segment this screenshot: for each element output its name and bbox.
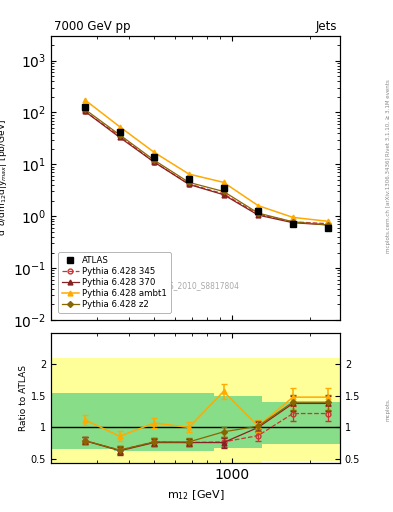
Pythia 6.428 370	[118, 134, 122, 140]
Pythia 6.428 345	[325, 221, 330, 227]
ATLAS	[118, 129, 122, 135]
Y-axis label: d$^2\sigma$/dm$_{12}$d|y$_{max}$| [pb/GeV]: d$^2\sigma$/dm$_{12}$d|y$_{max}$| [pb/Ge…	[0, 119, 10, 237]
Pythia 6.428 ambt1	[290, 215, 295, 221]
Pythia 6.428 370	[290, 220, 295, 226]
Text: Rivet 3.1.10, ≥ 3.1M events: Rivet 3.1.10, ≥ 3.1M events	[386, 79, 391, 156]
Line: Pythia 6.428 370: Pythia 6.428 370	[83, 109, 330, 227]
Text: mcplots.cern.ch [arXiv:1306.3436]: mcplots.cern.ch [arXiv:1306.3436]	[386, 157, 391, 252]
Pythia 6.428 345	[152, 159, 157, 165]
Legend: ATLAS, Pythia 6.428 345, Pythia 6.428 370, Pythia 6.428 ambt1, Pythia 6.428 z2: ATLAS, Pythia 6.428 345, Pythia 6.428 37…	[58, 252, 171, 313]
Pythia 6.428 370	[187, 181, 191, 187]
X-axis label: m$_{12}$ [GeV]: m$_{12}$ [GeV]	[167, 488, 224, 502]
ATLAS	[325, 225, 330, 231]
Pythia 6.428 z2	[290, 219, 295, 225]
Pythia 6.428 ambt1	[83, 97, 87, 103]
Pythia 6.428 370	[325, 222, 330, 228]
Pythia 6.428 ambt1	[325, 218, 330, 224]
Pythia 6.428 z2	[221, 188, 226, 195]
Pythia 6.428 345	[290, 219, 295, 225]
Y-axis label: Ratio to ATLAS: Ratio to ATLAS	[19, 365, 28, 431]
Pythia 6.428 z2	[256, 210, 261, 216]
Text: ATLAS_2010_S8817804: ATLAS_2010_S8817804	[151, 282, 240, 290]
Pythia 6.428 ambt1	[221, 179, 226, 185]
Pythia 6.428 z2	[187, 179, 191, 185]
Pythia 6.428 ambt1	[152, 150, 157, 156]
Pythia 6.428 345	[256, 211, 261, 217]
Text: Jets: Jets	[316, 20, 337, 33]
Pythia 6.428 370	[256, 212, 261, 218]
Pythia 6.428 370	[152, 159, 157, 165]
Text: mcplots.: mcplots.	[386, 398, 391, 421]
Pythia 6.428 ambt1	[187, 171, 191, 177]
ATLAS	[290, 221, 295, 227]
Pythia 6.428 370	[83, 109, 87, 115]
Pythia 6.428 345	[187, 181, 191, 187]
Pythia 6.428 z2	[118, 132, 122, 138]
Pythia 6.428 z2	[83, 106, 87, 113]
ATLAS	[152, 154, 157, 160]
Pythia 6.428 ambt1	[118, 124, 122, 130]
ATLAS	[221, 185, 226, 191]
Pythia 6.428 345	[83, 109, 87, 115]
ATLAS	[83, 103, 87, 110]
Line: Pythia 6.428 ambt1: Pythia 6.428 ambt1	[83, 97, 330, 224]
Pythia 6.428 z2	[152, 157, 157, 163]
Line: Pythia 6.428 345: Pythia 6.428 345	[83, 109, 330, 226]
Pythia 6.428 345	[221, 191, 226, 197]
Line: Pythia 6.428 z2: Pythia 6.428 z2	[83, 107, 330, 227]
Pythia 6.428 z2	[325, 222, 330, 228]
ATLAS	[187, 176, 191, 182]
Pythia 6.428 ambt1	[256, 203, 261, 209]
Text: 7000 GeV pp: 7000 GeV pp	[54, 20, 130, 33]
Pythia 6.428 345	[118, 133, 122, 139]
Line: ATLAS: ATLAS	[82, 103, 331, 231]
ATLAS	[256, 208, 261, 215]
Pythia 6.428 370	[221, 191, 226, 198]
